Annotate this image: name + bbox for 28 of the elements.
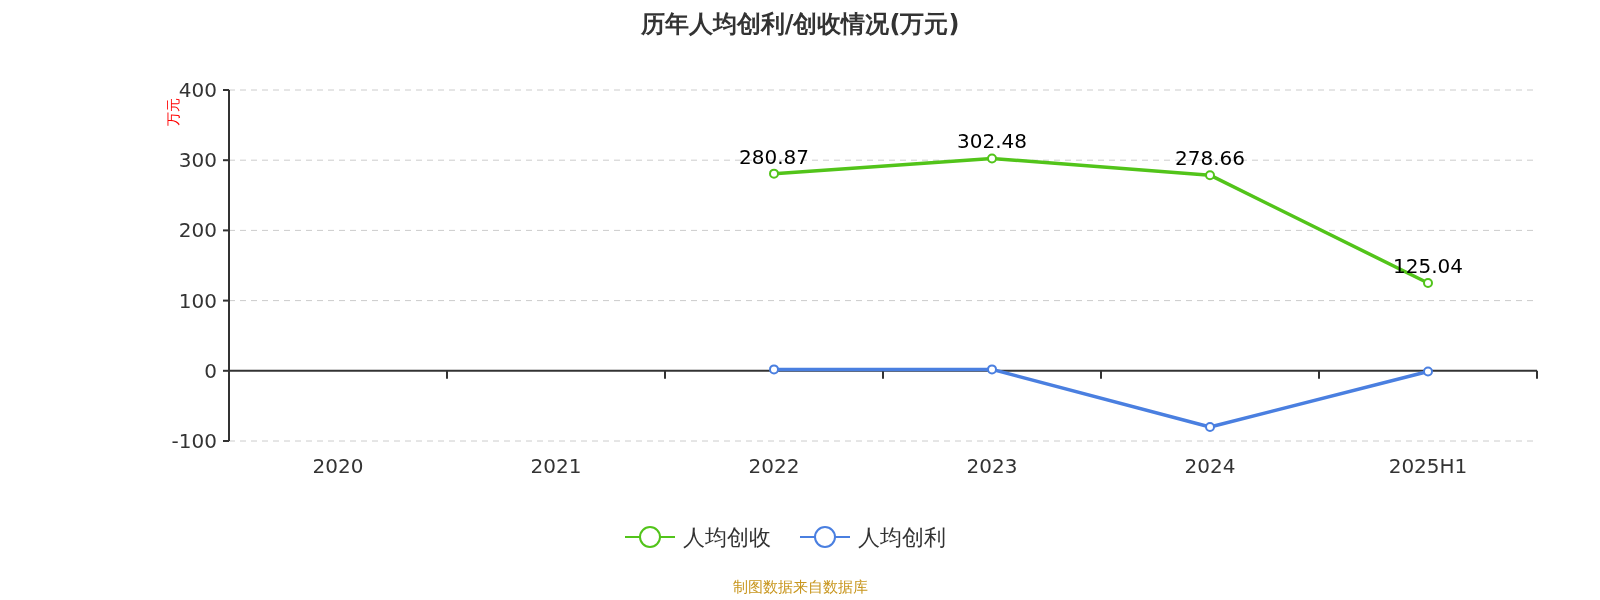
data-label: 302.48 bbox=[957, 129, 1027, 154]
chart-title: 历年人均创利/创收情况(万元) bbox=[639, 10, 960, 38]
x-tick-label: 2023 bbox=[966, 454, 1018, 478]
point bbox=[987, 153, 997, 164]
y-axis-title: 万元 bbox=[165, 98, 181, 126]
y-tick-label: 0 bbox=[204, 358, 217, 383]
y-tick-label: 100 bbox=[178, 288, 217, 313]
data-label: 280.87 bbox=[739, 144, 809, 169]
y-tick-label: 300 bbox=[178, 148, 217, 173]
point bbox=[769, 364, 779, 375]
point bbox=[769, 168, 779, 179]
x-tick-label: 2022 bbox=[748, 454, 800, 478]
point bbox=[1423, 278, 1433, 289]
data-label: 125.04 bbox=[1393, 254, 1463, 279]
legend-label: 人均创收 bbox=[683, 525, 771, 550]
legend-label: 人均创利 bbox=[858, 525, 946, 550]
point bbox=[987, 364, 997, 375]
data-label: 278.66 bbox=[1175, 146, 1245, 171]
y-tick-label: 200 bbox=[178, 218, 217, 243]
point bbox=[1205, 170, 1215, 181]
point bbox=[1423, 366, 1433, 377]
text: 制图数据来自数据库 bbox=[732, 578, 868, 596]
point bbox=[1205, 421, 1215, 432]
x-tick-label: 2021 bbox=[530, 454, 582, 478]
x-tick-label: 2020 bbox=[312, 454, 364, 478]
x-tick-label: 2024 bbox=[1184, 454, 1236, 478]
x-tick-label: 2025H1 bbox=[1388, 454, 1468, 478]
y-tick-label: -100 bbox=[171, 429, 217, 453]
